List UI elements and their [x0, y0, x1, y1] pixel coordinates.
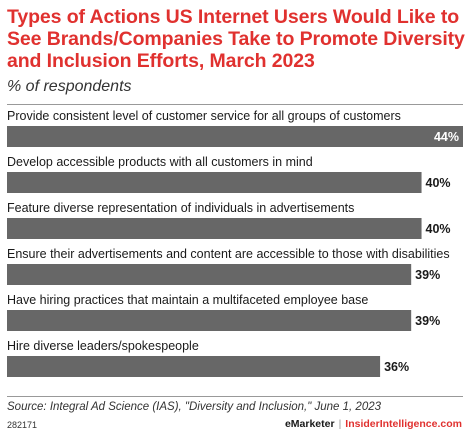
value-label: 40% — [426, 176, 451, 190]
category-label: Have hiring practices that maintain a mu… — [7, 293, 368, 307]
bar — [7, 310, 412, 331]
bottom-divider — [7, 396, 463, 397]
category-label: Develop accessible products with all cus… — [7, 155, 313, 169]
category-label: Hire diverse leaders/spokespeople — [7, 339, 199, 353]
value-label: 39% — [415, 268, 440, 282]
insider-intelligence-link[interactable]: InsiderIntelligence.com — [345, 418, 462, 430]
top-divider — [7, 104, 463, 105]
bar — [7, 218, 422, 239]
footer-branding: eMarketer | InsiderIntelligence.com — [285, 418, 462, 430]
value-label: 36% — [384, 360, 409, 374]
category-label: Provide consistent level of customer ser… — [7, 109, 401, 123]
footer-separator: | — [338, 418, 342, 430]
emarketer-logo-text: eMarketer — [284, 418, 335, 430]
value-label: 44% — [434, 130, 459, 144]
chart-subtitle: % of respondents — [7, 78, 132, 95]
value-label: 40% — [426, 222, 451, 236]
bar — [7, 264, 412, 285]
category-label: Feature diverse representation of indivi… — [7, 201, 354, 215]
bar — [7, 356, 381, 377]
value-label: 39% — [415, 314, 440, 328]
bar — [7, 126, 463, 147]
source-note: Source: Integral Ad Science (IAS), "Dive… — [7, 401, 382, 413]
bar — [7, 172, 422, 193]
chart-title: Types of Actions US Internet Users Would… — [7, 6, 465, 72]
category-label: Ensure their advertisements and content … — [7, 247, 450, 261]
bar-chart: Provide consistent level of customer ser… — [7, 109, 463, 377]
chart-id: 282171 — [7, 420, 38, 430]
